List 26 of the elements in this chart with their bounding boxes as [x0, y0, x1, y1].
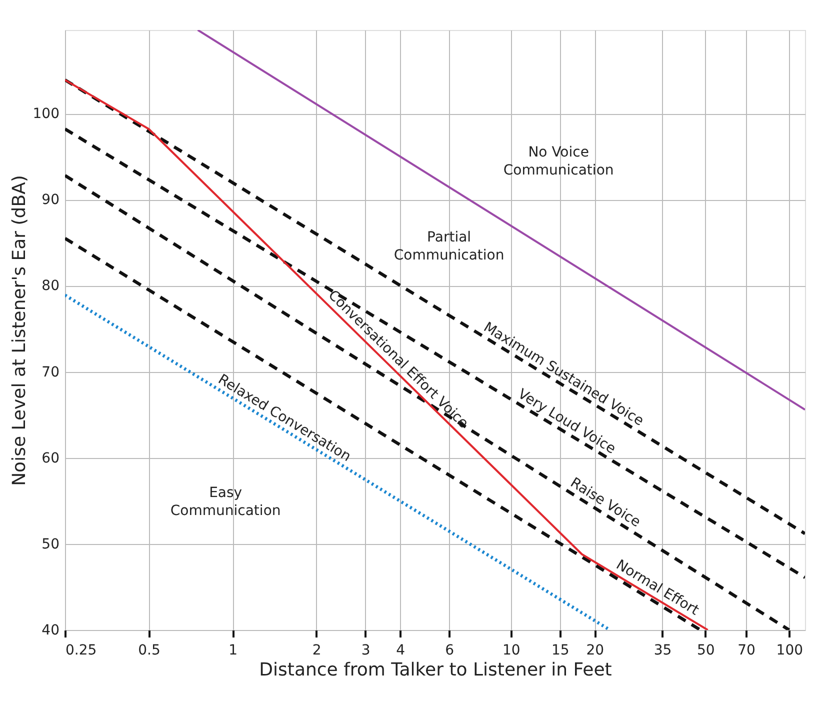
x-tick-label: 2	[312, 642, 322, 658]
x-tick-label: 6	[445, 642, 454, 658]
x-tick-label: 20	[586, 642, 604, 658]
x-tick-label: 1	[228, 642, 238, 658]
y-tick-label: 70	[42, 364, 60, 380]
annotation: Easy Communication	[170, 485, 281, 520]
y-axis-title: Noise Level at Listener's Ear (dBA)	[8, 175, 30, 486]
annotation: Partial Communication	[394, 230, 504, 264]
x-tick-label: 0.25	[66, 642, 97, 658]
y-tick-label: 60	[42, 450, 60, 466]
y-tick-label: 80	[42, 278, 60, 294]
x-tick-label: 3	[361, 642, 370, 658]
x-tick-label: 10	[502, 642, 520, 658]
annotation: No Voice Communication	[503, 144, 614, 178]
x-tick-label: 35	[654, 642, 672, 658]
x-tick-label: 100	[776, 642, 804, 658]
y-tick-label: 40	[42, 622, 60, 638]
x-axis-title: Distance from Talker to Listener in Feet	[259, 660, 612, 680]
y-tick-label: 50	[42, 536, 60, 552]
y-tick-label: 100	[32, 106, 60, 122]
x-tick-label: 50	[696, 642, 715, 658]
x-tick-label: 15	[551, 642, 570, 658]
y-tick-label: 90	[42, 192, 60, 208]
x-tick-label: 4	[396, 642, 406, 658]
x-tick-label: 0.5	[138, 642, 160, 658]
x-tick-label: 70	[738, 642, 756, 658]
